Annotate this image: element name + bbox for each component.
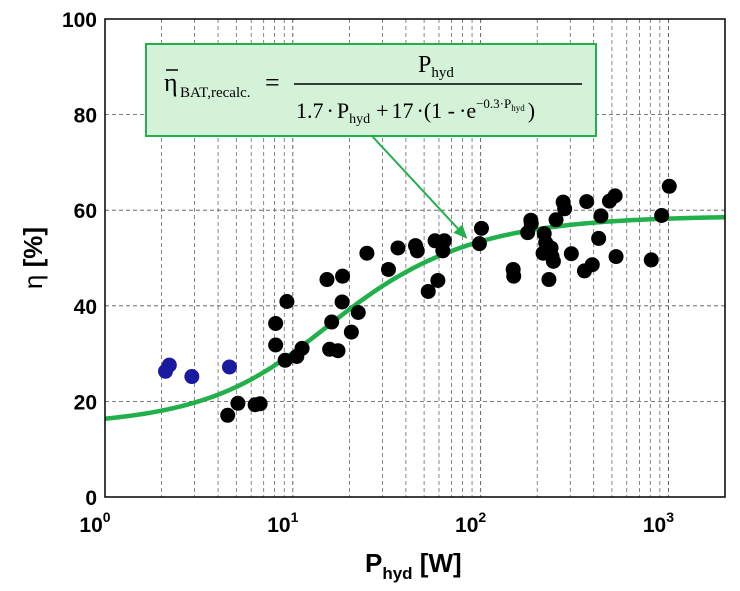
black-data-point — [335, 268, 351, 284]
data-points — [158, 178, 677, 423]
black-data-point — [593, 208, 609, 224]
formula-equals: = — [265, 68, 280, 97]
plot-frame — [104, 18, 726, 498]
x-tick-label: 102 — [455, 509, 486, 537]
black-data-point — [230, 395, 246, 411]
x-tick-label: 103 — [643, 509, 674, 537]
y-axis-label: η [%] — [18, 227, 48, 289]
y-tick-label: 60 — [74, 200, 97, 223]
formula-annotation: η BAT,recalc. = Phyd 1.7 · Phyd +17 ·(1 - ·e−… — [145, 43, 597, 239]
blue-data-point — [221, 359, 237, 375]
y-tick-label: 40 — [74, 296, 97, 319]
annotation-arrowhead — [453, 224, 468, 239]
black-data-point — [506, 268, 522, 284]
black-data-point — [252, 396, 268, 412]
black-data-point — [557, 201, 573, 217]
blue-data-point — [184, 369, 200, 385]
formula-box — [145, 43, 597, 137]
black-data-point — [471, 236, 487, 252]
black-data-point — [579, 194, 595, 210]
black-data-point — [334, 294, 350, 310]
black-data-point — [548, 212, 564, 228]
black-data-point — [350, 304, 366, 320]
blue-data-point — [161, 357, 177, 373]
annotation-arrow — [371, 135, 459, 230]
black-data-point — [473, 220, 489, 236]
y-tick-label: 0 — [85, 487, 97, 510]
black-data-point — [268, 337, 284, 353]
y-tick-label: 20 — [74, 391, 97, 414]
x-tick-label: 100 — [79, 509, 110, 537]
formula-eta: η — [164, 68, 178, 97]
black-data-point — [268, 315, 284, 331]
y-tick-labels: 0 20 40 60 80 100 — [62, 9, 97, 510]
fitted-curve — [104, 214, 726, 421]
black-data-point — [220, 407, 236, 423]
black-data-point — [294, 340, 310, 356]
black-data-point — [661, 178, 677, 194]
black-data-point — [430, 272, 446, 288]
black-data-point — [390, 240, 406, 256]
black-data-point — [545, 253, 561, 269]
black-data-point — [343, 324, 359, 340]
x-tick-label: 101 — [267, 509, 298, 537]
y-tick-label: 100 — [62, 9, 97, 32]
black-data-point — [523, 216, 539, 232]
black-data-point — [584, 257, 600, 273]
black-data-point — [436, 233, 452, 249]
formula-numerator: Phyd — [418, 52, 454, 81]
black-data-point — [541, 272, 557, 288]
black-data-point — [319, 272, 335, 288]
black-data-point — [324, 314, 340, 330]
y-tick-label: 80 — [74, 105, 97, 128]
black-data-point — [608, 249, 624, 265]
x-tick-labels: 100 101 102 103 — [79, 509, 674, 537]
black-data-point — [420, 283, 436, 299]
formula-eta-subscript: BAT,recalc. — [180, 85, 251, 101]
formula-denominator: 1.7 · Phyd +17 ·(1 - ·e−0.3·Phyd) — [296, 96, 535, 127]
black-data-point — [643, 252, 659, 268]
black-data-point — [277, 352, 293, 368]
black-data-point — [654, 207, 670, 223]
black-data-point — [359, 245, 375, 261]
x-axis-label: Phyd [W] — [365, 548, 462, 583]
black-data-point — [330, 343, 346, 359]
black-data-point — [380, 261, 396, 277]
black-data-point — [409, 243, 425, 259]
black-data-point — [591, 230, 607, 246]
fitted-curve-layer — [104, 214, 726, 421]
black-data-point — [563, 246, 579, 262]
black-data-point — [607, 188, 623, 204]
black-data-point — [279, 293, 295, 309]
